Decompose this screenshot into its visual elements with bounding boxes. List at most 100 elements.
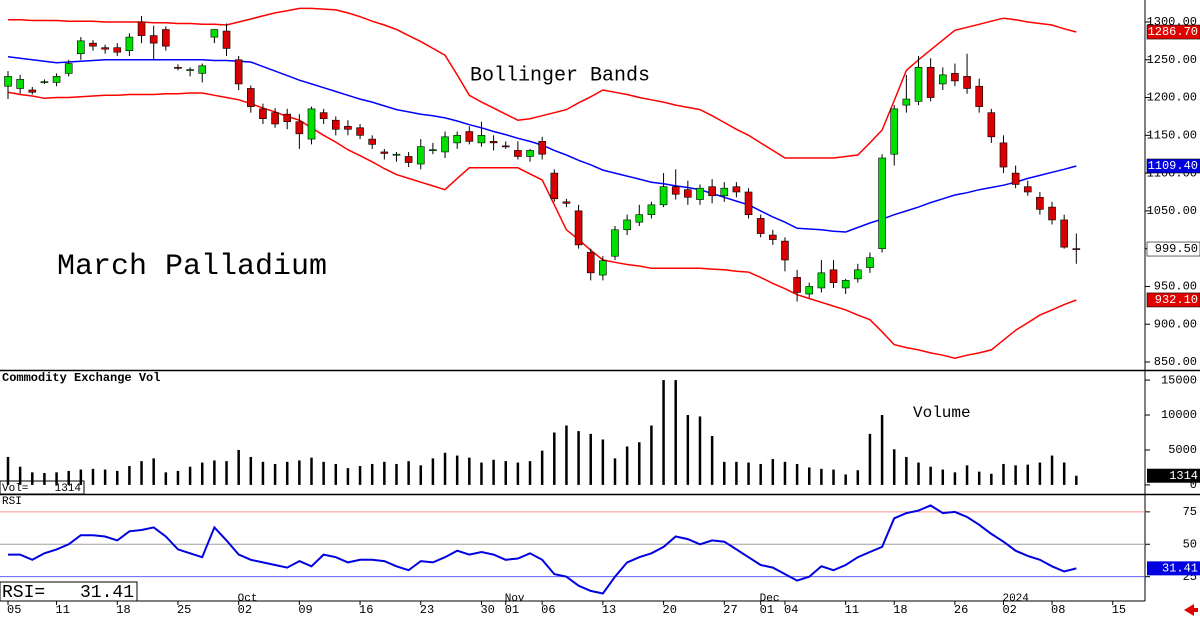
candle-body — [380, 151, 389, 154]
panel-title: RSI — [2, 496, 22, 508]
volume-bar — [213, 460, 216, 485]
candle-body — [89, 42, 97, 47]
scroll-arrow[interactable] — [1184, 604, 1198, 616]
price-marker — [1146, 158, 1200, 174]
candle-body — [162, 29, 170, 47]
chart-title: March Palladium — [57, 250, 327, 284]
volume-bar — [480, 462, 483, 485]
candle-body — [429, 149, 437, 151]
volume-bar — [1014, 465, 1017, 485]
volume-bar — [965, 465, 969, 485]
y-tick-label: 50 — [1183, 537, 1197, 551]
candle-body — [501, 145, 510, 148]
x-tick-label: 13 — [602, 603, 616, 617]
volume-bar — [1026, 464, 1030, 485]
candle-body — [477, 135, 486, 144]
y-tick-label: 950.00 — [1154, 280, 1197, 294]
candle-body — [234, 59, 243, 85]
volume-bar — [103, 469, 107, 485]
volume-bar — [91, 468, 95, 485]
volume-bar — [79, 469, 83, 485]
x-tick-label: 05 — [7, 603, 21, 617]
x-tick-label: 25 — [177, 603, 191, 617]
candle-body — [356, 127, 364, 136]
candle-body — [489, 141, 498, 144]
volume-bar — [140, 461, 143, 485]
volume-bar — [613, 458, 617, 485]
x-tick-label: 23 — [420, 603, 434, 617]
candle-body — [805, 286, 814, 295]
readout-value: 31.41 — [80, 583, 134, 603]
volume-bar — [686, 415, 690, 485]
volume-bar — [6, 456, 10, 485]
value-marker — [1147, 561, 1200, 576]
volume-bar — [662, 380, 665, 485]
candle-body — [769, 234, 777, 240]
candle-body — [526, 150, 534, 157]
volume-bar — [977, 471, 981, 485]
candle-body — [174, 67, 182, 69]
volume-bar — [650, 425, 653, 485]
candle-body — [586, 252, 595, 274]
volume-bar — [917, 462, 920, 485]
candle-body — [1023, 186, 1032, 193]
volume-bar — [953, 472, 957, 485]
volume-bar — [407, 461, 410, 485]
candle-body — [1060, 219, 1068, 248]
candle-body — [319, 112, 328, 119]
candle-body — [52, 76, 61, 83]
candle-body — [283, 113, 292, 123]
price-marker-label: 1286.70 — [1148, 25, 1198, 39]
volume-bar — [820, 468, 823, 485]
price-marker — [1146, 241, 1200, 257]
panel-title: Commodity Exchange Vol — [2, 371, 160, 385]
candle-body — [113, 47, 122, 53]
volume-bar — [395, 463, 398, 485]
x-tick-label: 15 — [1112, 603, 1126, 617]
candle-body — [647, 204, 656, 215]
y-tick-label: 75 — [1183, 505, 1197, 519]
volume-bar — [565, 425, 568, 485]
candle-body — [611, 229, 619, 257]
volume-bar — [832, 469, 835, 485]
volume-bar — [249, 456, 253, 485]
price-marker — [1146, 292, 1200, 308]
candle-body — [247, 88, 255, 107]
candle-body — [28, 89, 37, 93]
candle-body — [599, 260, 607, 276]
line — [7, 91, 1077, 359]
volume-bar — [783, 461, 787, 485]
volume-bar — [710, 435, 714, 485]
candle-body — [1036, 196, 1044, 210]
volume-bar — [164, 472, 168, 485]
volume-bar — [322, 461, 325, 485]
candle-body — [416, 146, 425, 165]
candle-body — [999, 142, 1008, 168]
volume-bar — [419, 465, 423, 485]
month-label: Nov — [505, 593, 525, 605]
volume-bar — [455, 455, 459, 485]
volume-bar — [298, 460, 301, 485]
month-label: Oct — [238, 593, 258, 605]
candle-body — [562, 201, 571, 204]
volume-bar — [771, 459, 775, 485]
price-marker — [1146, 24, 1200, 40]
volume-bar — [807, 467, 811, 485]
candle-body — [574, 210, 583, 246]
volume-bar — [929, 466, 932, 485]
candle-body — [198, 65, 207, 74]
candle-body — [4, 76, 12, 87]
candle-body — [222, 30, 231, 49]
candle-body — [938, 74, 947, 85]
volume-bar — [601, 439, 605, 485]
y-tick-label: 900.00 — [1154, 317, 1197, 331]
candle-body — [137, 21, 146, 36]
volume-bar — [237, 449, 240, 485]
volume-bar — [128, 466, 131, 485]
candle-body — [951, 73, 959, 82]
x-tick-label: 30 — [480, 603, 494, 617]
candle-body — [465, 131, 474, 142]
candle-body — [696, 187, 704, 200]
x-tick-label: 20 — [663, 603, 677, 617]
candle-body — [890, 108, 899, 155]
